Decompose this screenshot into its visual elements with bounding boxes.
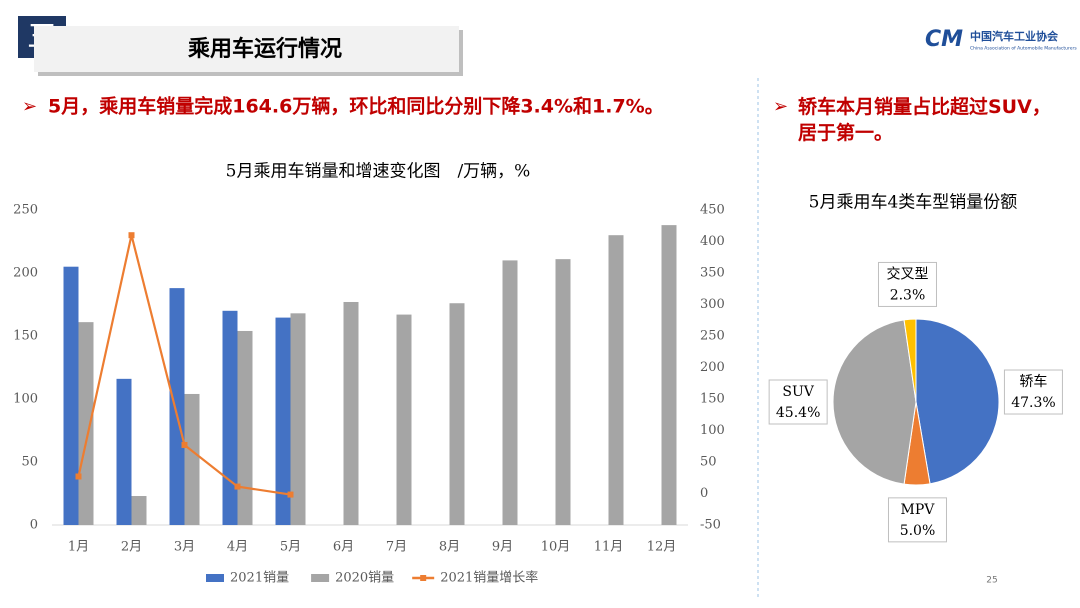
bar bbox=[396, 314, 412, 525]
bar bbox=[555, 259, 571, 525]
y2-tick-label: 350 bbox=[700, 266, 725, 281]
y2-tick-label: 250 bbox=[700, 329, 725, 344]
bar bbox=[608, 235, 624, 525]
x-tick-label: 4月 bbox=[227, 540, 248, 555]
bullet-icon: ➢ bbox=[22, 96, 37, 117]
bar bbox=[290, 313, 306, 525]
data-label-name: SUV bbox=[782, 384, 814, 400]
line-marker bbox=[181, 441, 188, 448]
bar bbox=[275, 317, 291, 525]
x-tick-label: 11月 bbox=[594, 540, 624, 555]
y2-tick-label: 450 bbox=[700, 203, 725, 218]
legend-label: 2021销量增长率 bbox=[440, 570, 538, 586]
pie-slice bbox=[832, 319, 917, 485]
y-tick-label: 50 bbox=[21, 455, 38, 470]
data-label-value: 45.4% bbox=[776, 405, 820, 421]
bar bbox=[237, 330, 253, 525]
legend-swatch bbox=[420, 575, 427, 581]
y-tick-label: 100 bbox=[13, 392, 38, 407]
bullet-icon: ➢ bbox=[773, 96, 788, 117]
y2-tick-label: 200 bbox=[700, 360, 725, 375]
x-tick-label: 8月 bbox=[439, 540, 460, 555]
logo-cn: 中国汽车工业协会 bbox=[970, 29, 1059, 43]
line-marker bbox=[75, 473, 82, 480]
x-tick-label: 1月 bbox=[68, 540, 89, 555]
legend-label: 2020销量 bbox=[335, 571, 394, 586]
x-tick-label: 6月 bbox=[333, 540, 354, 555]
data-label-box bbox=[877, 261, 937, 307]
y-tick-label: 250 bbox=[13, 203, 38, 218]
y2-tick-label: 0 bbox=[700, 486, 708, 501]
chart-title: 5月乘用车销量和增速变化图 /万辆，% bbox=[226, 162, 531, 182]
data-label-name: 轿车 bbox=[1019, 373, 1047, 390]
bar bbox=[502, 260, 518, 525]
bar bbox=[184, 393, 200, 525]
legend-label: 2021销量 bbox=[230, 571, 289, 586]
x-tick-label: 3月 bbox=[174, 540, 195, 555]
chart-title: 5月乘用车4类车型销量份额 bbox=[809, 193, 1018, 213]
y-tick-label: 150 bbox=[13, 329, 38, 344]
data-label-name: MPV bbox=[901, 502, 936, 518]
bar bbox=[661, 225, 677, 525]
bar bbox=[222, 310, 238, 525]
y2-tick-label: 100 bbox=[700, 423, 725, 438]
x-tick-label: 9月 bbox=[492, 540, 513, 555]
data-label-box bbox=[887, 497, 947, 543]
logo-mark: CM bbox=[925, 27, 963, 52]
x-tick-label: 7月 bbox=[386, 540, 407, 555]
bullet-text: 5月，乘用车销量完成164.6万辆，环比和同比分别下降3.4%和1.7%。 bbox=[48, 95, 664, 118]
y-tick-label: 200 bbox=[13, 266, 38, 281]
y-tick-label: 0 bbox=[30, 518, 38, 533]
y2-tick-label: 50 bbox=[700, 455, 717, 470]
y2-tick-label: 400 bbox=[700, 234, 725, 249]
slide-title: 乘用车运行情况 bbox=[187, 36, 342, 62]
legend-swatch bbox=[206, 574, 224, 582]
x-tick-label: 2月 bbox=[121, 540, 142, 555]
line-marker bbox=[287, 491, 294, 498]
legend-swatch bbox=[311, 574, 330, 582]
data-label-value: 47.3% bbox=[1011, 395, 1055, 411]
y2-tick-label: -50 bbox=[700, 518, 721, 533]
data-label-value: 5.0% bbox=[900, 523, 936, 539]
data-label-name: 交叉型 bbox=[886, 265, 928, 282]
bar bbox=[449, 303, 465, 525]
bar bbox=[63, 266, 79, 525]
bullet-text: 轿车本月销量占比超过SUV，居于第一。 bbox=[798, 95, 1051, 144]
bar bbox=[78, 322, 94, 525]
page-number: 25 bbox=[986, 576, 997, 586]
data-label-value: 2.3% bbox=[890, 287, 926, 303]
title-box bbox=[34, 26, 459, 72]
logo-en: China Association of Automobile Manufact… bbox=[970, 46, 1077, 52]
pie-slice bbox=[915, 318, 1000, 485]
y2-tick-label: 150 bbox=[700, 392, 725, 407]
bar bbox=[169, 288, 185, 525]
bar bbox=[343, 301, 359, 525]
bar bbox=[131, 496, 147, 525]
x-tick-label: 12月 bbox=[647, 540, 677, 555]
pie-slice bbox=[903, 318, 917, 403]
x-tick-label: 10月 bbox=[541, 540, 571, 555]
line-marker bbox=[234, 483, 241, 490]
data-label-box bbox=[768, 379, 828, 425]
x-tick-label: 5月 bbox=[280, 540, 301, 555]
y2-tick-label: 300 bbox=[700, 297, 725, 312]
data-label-box bbox=[1003, 369, 1063, 415]
line-marker bbox=[128, 232, 135, 239]
bar bbox=[116, 378, 132, 525]
